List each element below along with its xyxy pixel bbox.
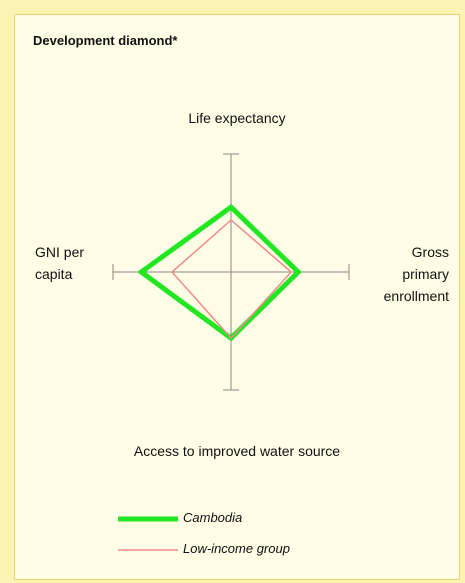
axis-label: Life expectancy: [188, 110, 286, 126]
axis-label: Access to improved water source: [133, 443, 341, 459]
axis-label: Gross primary enrollment: [383, 244, 449, 304]
axis-label: GNI per capita: [35, 244, 85, 282]
panel: Development diamond* Life expectancy Gros…: [14, 14, 460, 580]
chart-title: Development diamond*: [33, 33, 178, 48]
chart: [112, 153, 350, 551]
legend-label: Low-income group: [183, 541, 290, 556]
series-shape: [170, 219, 293, 340]
series-shape: [137, 203, 302, 342]
legend-label: Cambodia: [183, 510, 243, 525]
